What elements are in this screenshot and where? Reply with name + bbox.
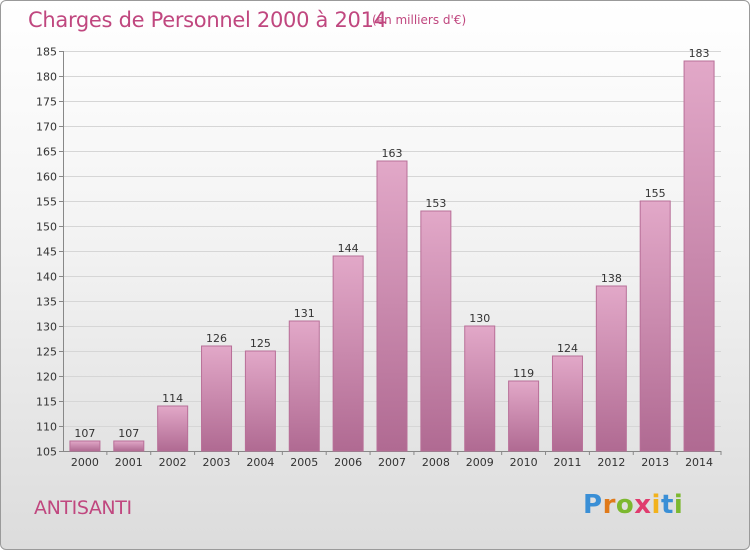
x-tick-label: 2003 [203, 456, 231, 469]
bars [69, 60, 715, 452]
x-tick-label: 2011 [553, 456, 581, 469]
data-label: 107 [74, 427, 95, 440]
y-tick-label: 155 [36, 196, 57, 209]
bar [157, 405, 189, 452]
proxiti-logo: Proxiti [583, 490, 683, 520]
x-tick-label: 2008 [422, 456, 450, 469]
logo-letter: i [651, 490, 661, 520]
bar [113, 440, 145, 452]
y-axis: 105 110 115 120 125 130 135 140 145 150 155 160 165 1… [36, 46, 64, 459]
data-label: 155 [645, 187, 666, 200]
bar [639, 200, 671, 452]
x-tick-label: 2010 [510, 456, 538, 469]
data-label: 114 [162, 392, 183, 405]
bar [420, 210, 452, 452]
x-tick-label: 2014 [685, 456, 713, 469]
x-tick-label: 2009 [466, 456, 494, 469]
chart-title: Charges de Personnel 2000 à 2014 [28, 8, 387, 32]
x-tick-label: 2004 [246, 456, 274, 469]
data-label: 138 [601, 272, 622, 285]
logo-letter: i [673, 490, 684, 520]
bar [288, 320, 320, 452]
x-tick-label: 2002 [159, 456, 187, 469]
data-label: 126 [206, 332, 227, 345]
y-tick-label: 110 [36, 421, 57, 434]
logo-letter: o [615, 490, 635, 520]
logo-letter: t [660, 490, 674, 520]
data-label: 183 [689, 47, 710, 60]
bar [244, 350, 276, 452]
bar [69, 440, 101, 452]
x-axis: 2000 2001 2002 2003 2004 2005 2006 2007 2008 2009… [63, 451, 722, 469]
logo-letter: r [602, 490, 616, 520]
x-tick-label: 2006 [334, 456, 362, 469]
y-tick-label: 160 [36, 171, 57, 184]
data-label: 153 [425, 197, 446, 210]
data-label: 107 [118, 427, 139, 440]
bar [464, 325, 496, 452]
y-tick-label: 185 [36, 46, 57, 59]
y-tick-label: 125 [36, 346, 57, 359]
y-tick-label: 150 [36, 221, 57, 234]
chart-subtitle: (en milliers d'€) [372, 13, 467, 27]
data-label: 124 [557, 342, 578, 355]
bar [683, 60, 715, 452]
logo-letter: x [634, 490, 652, 520]
data-label: 130 [469, 312, 490, 325]
town-name: ANTISANTI [34, 497, 132, 519]
bar [332, 255, 364, 452]
y-tick-label: 165 [36, 146, 57, 159]
y-tick-label: 135 [36, 296, 57, 309]
bar [508, 380, 540, 452]
y-tick-label: 105 [36, 446, 57, 459]
data-labels: 107 107 114 126 125 131 144 163 153 130 119 124 138 1… [74, 47, 709, 440]
bar [201, 345, 233, 452]
x-tick-label: 2005 [290, 456, 318, 469]
y-tick-label: 140 [36, 271, 57, 284]
x-tick-label: 2001 [115, 456, 143, 469]
data-label: 119 [513, 367, 534, 380]
y-tick-label: 145 [36, 246, 57, 259]
x-tick-label: 2007 [378, 456, 406, 469]
x-tick-label: 2013 [641, 456, 669, 469]
bar [595, 285, 627, 452]
y-tick-label: 115 [36, 396, 57, 409]
data-label: 131 [294, 307, 315, 320]
x-tick-label: 2012 [597, 456, 625, 469]
y-tick-label: 130 [36, 321, 57, 334]
y-tick-label: 120 [36, 371, 57, 384]
bar [551, 355, 583, 452]
data-label: 163 [382, 147, 403, 160]
logo-letter: P [583, 490, 603, 520]
bar [376, 160, 408, 452]
data-label: 125 [250, 337, 271, 350]
data-label: 144 [338, 242, 359, 255]
y-tick-label: 175 [36, 96, 57, 109]
y-tick-label: 180 [36, 71, 57, 84]
y-tick-label: 170 [36, 121, 57, 134]
x-tick-label: 2000 [71, 456, 99, 469]
